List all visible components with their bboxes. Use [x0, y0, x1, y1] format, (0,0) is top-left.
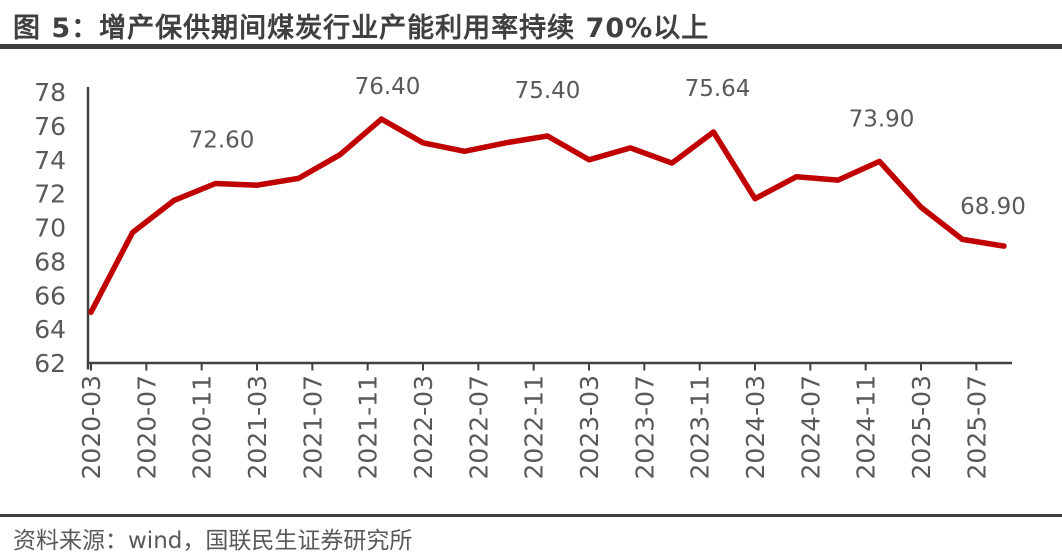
title-underline [0, 44, 1062, 49]
point-label: 72.60 [189, 127, 255, 153]
x-tick-label: 2021-07 [298, 375, 327, 479]
x-tick-label: 2021-03 [243, 375, 272, 479]
x-axis-labels: 2020-03 2020-07 2020-11 2021-03 2021-07 2021-… [77, 375, 991, 479]
x-tick-label: 2021-11 [354, 375, 383, 479]
x-tick-label: 2024-11 [852, 375, 881, 479]
point-label: 75.40 [515, 78, 581, 104]
x-axis-ticks [90, 363, 978, 371]
y-tick-label: 72 [34, 180, 66, 209]
y-tick-label: 74 [34, 146, 66, 175]
x-tick-label: 2022-07 [464, 375, 493, 479]
y-tick-label: 66 [34, 281, 66, 310]
y-tick-label: 68 [34, 247, 66, 276]
x-tick-label: 2024-07 [796, 375, 825, 479]
x-tick-label: 2020-11 [188, 375, 217, 479]
point-label: 75.64 [685, 76, 751, 102]
point-label: 76.40 [355, 74, 421, 100]
x-tick-label: 2022-11 [520, 375, 549, 479]
axes [86, 87, 1012, 370]
y-tick-label: 62 [34, 349, 66, 378]
y-tick-label: 78 [34, 78, 66, 107]
x-tick-label: 2024-03 [741, 375, 770, 479]
y-tick-label: 64 [34, 315, 66, 344]
figure-title: 图 5：增产保供期间煤炭行业产能利用率持续 70%以上 [13, 13, 710, 44]
source-note: 资料来源：wind，国联民生证券研究所 [13, 528, 413, 554]
y-tick-label: 70 [34, 214, 66, 243]
footer-divider [0, 514, 1062, 517]
x-tick-label: 2020-07 [132, 375, 161, 479]
x-tick-label: 2025-07 [962, 375, 991, 479]
x-tick-label: 2023-11 [686, 375, 715, 479]
x-tick-label: 2022-03 [409, 375, 438, 479]
x-tick-label: 2023-07 [630, 375, 659, 479]
point-label: 73.90 [849, 106, 915, 132]
y-axis-labels: 62 64 66 68 70 72 74 76 78 [34, 78, 66, 378]
x-tick-label: 2025-03 [907, 375, 936, 479]
series [88, 116, 1007, 315]
data-labels: 72.60 76.40 75.40 75.64 73.90 68.90 [189, 74, 1026, 220]
y-tick-label: 76 [34, 112, 66, 141]
x-tick-label: 2020-03 [77, 375, 106, 479]
x-tick-label: 2023-03 [575, 375, 604, 479]
point-label: 68.90 [960, 194, 1026, 220]
utilization-series-line [88, 116, 1007, 315]
